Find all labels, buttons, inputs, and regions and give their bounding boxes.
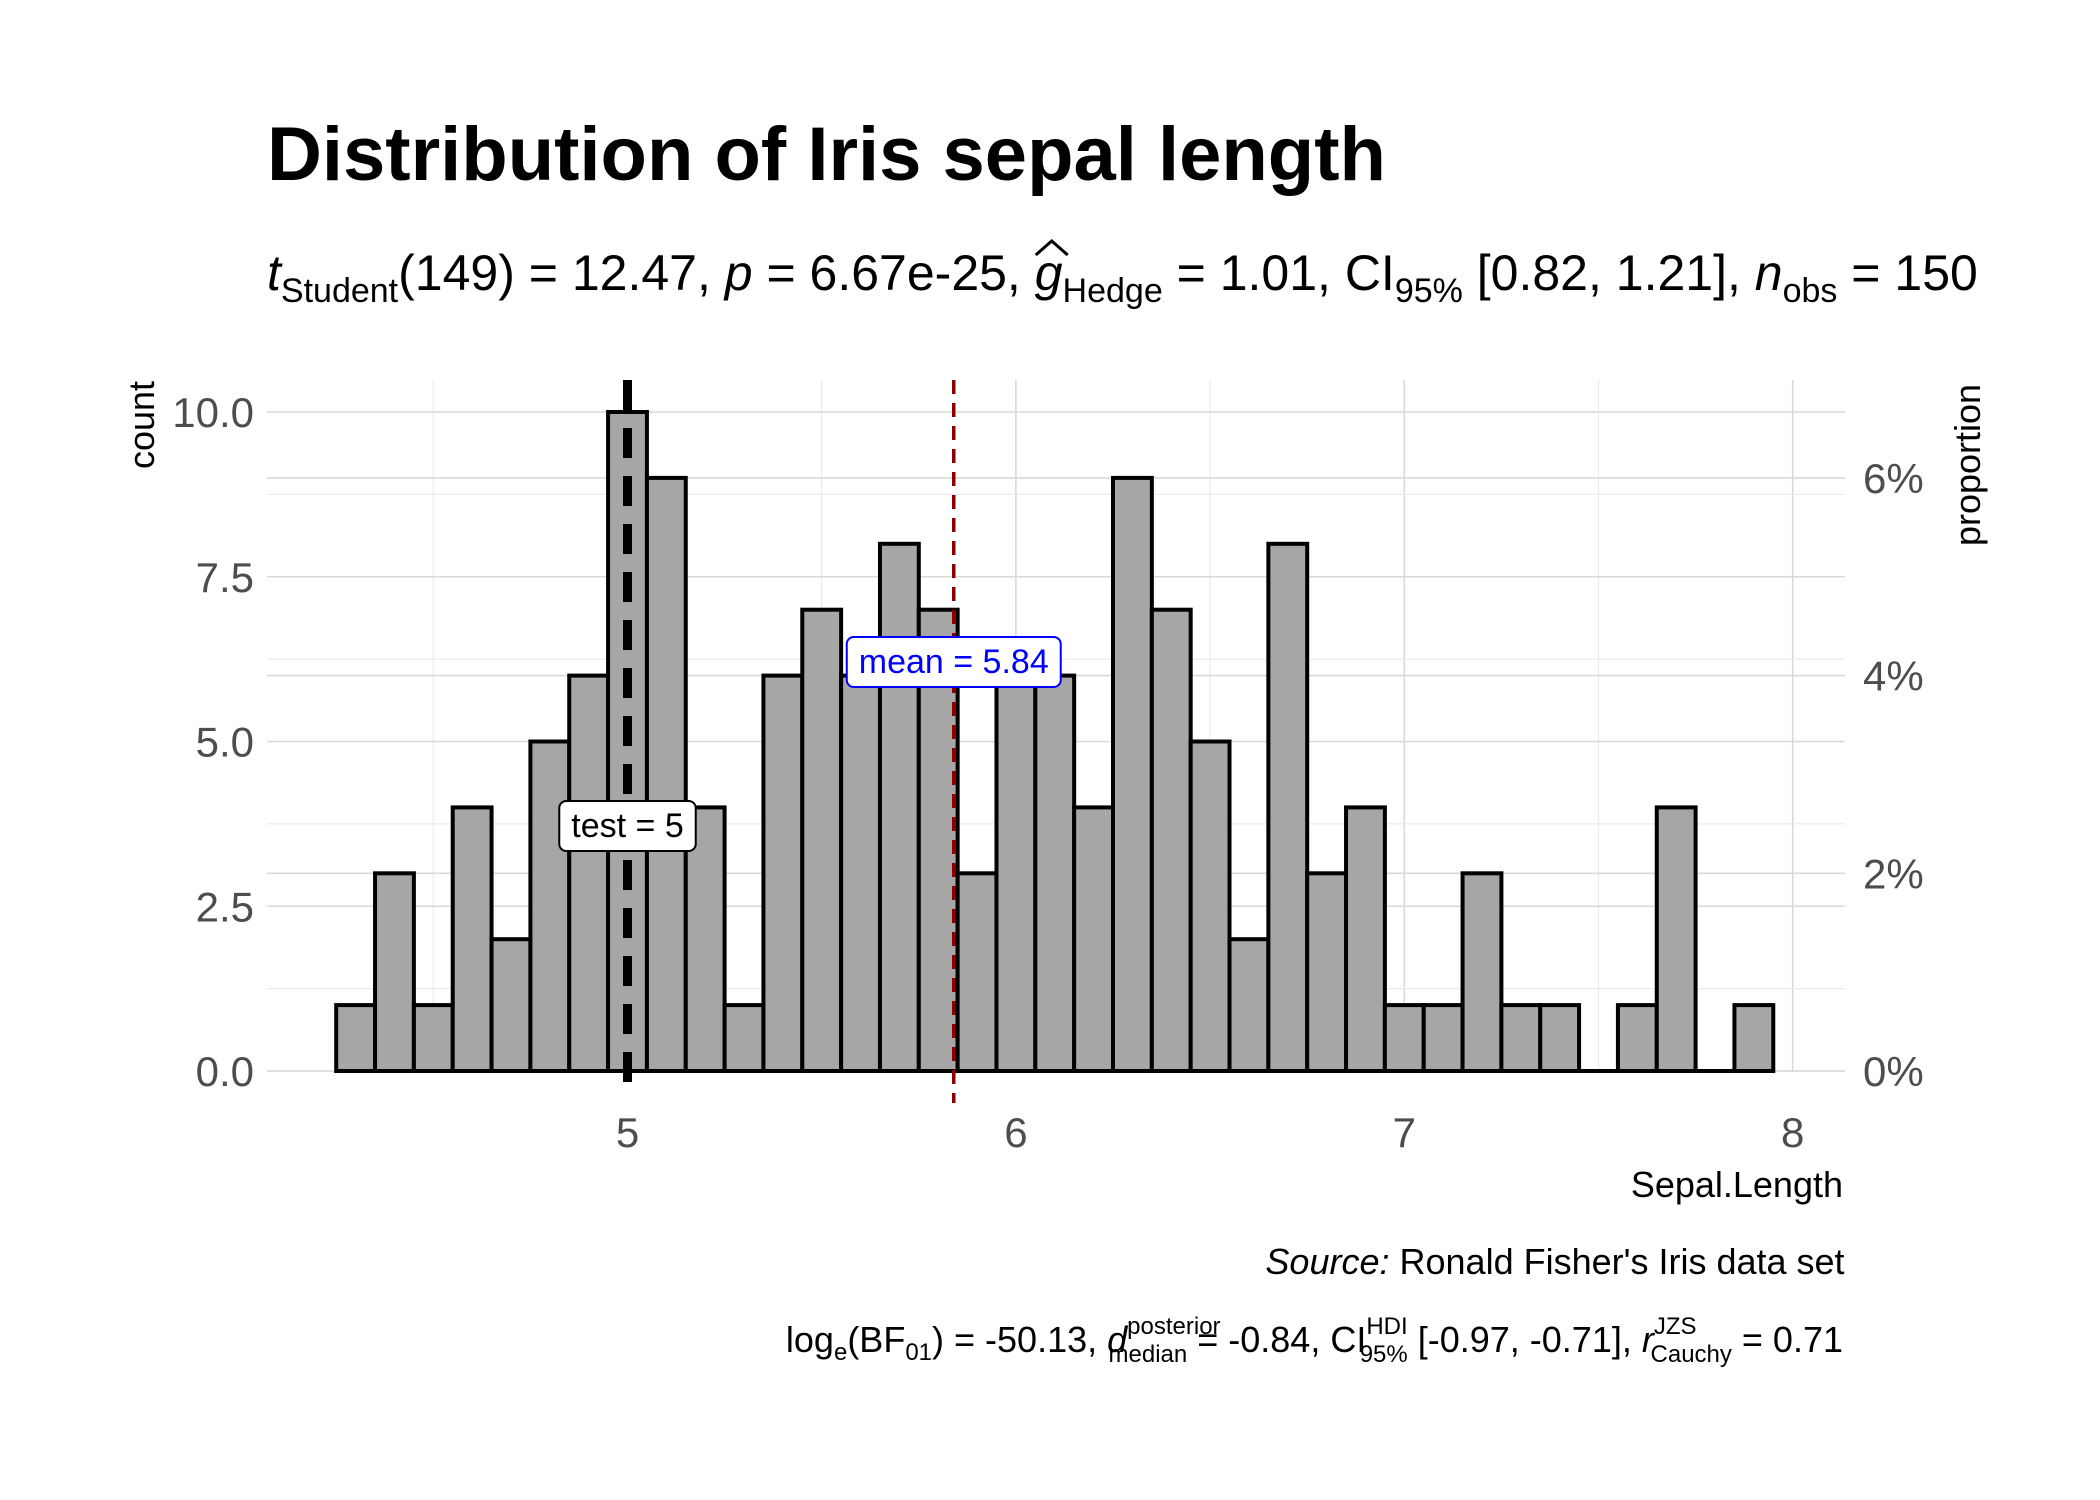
histogram-bar [877,541,921,1073]
y-right-axis-label: proportion [1947,384,1988,546]
y-tick-label: 0.0 [196,1048,254,1095]
x-tick-label: 6 [1004,1109,1027,1156]
histogram-bar [373,871,416,1073]
mean-label-text: mean = 5.84 [859,643,1049,681]
test-label-text: test = 5 [571,807,683,845]
histogram-bar [1305,871,1349,1073]
histogram-bar [411,1003,455,1073]
histogram-bar [1538,1003,1582,1073]
histogram-bar [1149,607,1193,1073]
histogram-bar [955,871,999,1073]
mean-label: mean = 5.84 [845,636,1062,688]
histogram-bar [1227,937,1271,1074]
histogram-bar [1344,805,1387,1074]
y-tick-label: 7.5 [196,554,254,601]
histogram-bar [450,805,494,1074]
histogram-bar [1615,1003,1659,1073]
histogram-bar [644,475,688,1073]
histogram-bars [334,410,1776,1074]
test-label: test = 5 [558,800,697,852]
y-tick-label: 5.0 [196,719,254,766]
y-right-tick-label: 0% [1863,1048,1924,1095]
histogram-bar [1266,541,1310,1073]
x-axis-label: Sepal.Length [1631,1164,1843,1205]
chart-subtitle: tStudent(149) = 12.47, p = 6.67e-25, gHe… [267,245,1978,310]
x-tick-label: 7 [1393,1109,1416,1156]
y-right-tick-label: 6% [1863,455,1924,502]
axis-ticks: 5 6 7 8 0.0 2.5 5.0 7.5 10.0 0% 2% 4% 6% [172,389,1923,1156]
histogram-bar [1421,1003,1465,1073]
histogram-bar [761,673,805,1073]
histogram-bar [1111,475,1154,1073]
caption-bayes: loge(BF01) = -50.13, dposterior median = … [786,1313,1843,1368]
histogram-bar [722,1003,766,1073]
y-right-tick-label: 2% [1863,850,1924,897]
y-tick-label: 10.0 [172,389,254,436]
mean-label-box [845,636,1062,688]
histogram-bar [1499,1003,1543,1073]
caption-source: Source: Ronald Fisher's Iris data set [1265,1241,1844,1282]
histogram-bar [567,673,611,1073]
histogram-bar [994,673,1038,1073]
histogram-bar [1382,1003,1426,1073]
y-right-tick-label: 4% [1863,653,1924,700]
histogram-bar [1188,739,1232,1073]
x-tick-label: 5 [616,1109,639,1156]
y-axis-label: count [121,381,162,469]
histogram-bar [528,739,572,1073]
histogram-bar [1072,805,1116,1074]
histogram-bar [839,673,882,1073]
histogram-bar [800,607,844,1073]
histogram-bar [489,937,533,1074]
g-hat-accent [1034,239,1069,257]
histogram-bar [1460,871,1504,1073]
histogram-bar [334,1003,378,1073]
x-tick-label: 8 [1781,1109,1804,1156]
histogram-bar [1033,673,1077,1073]
y-tick-label: 2.5 [196,883,254,930]
histogram-bar [1732,1003,1776,1073]
test-label-box [558,800,697,852]
histogram-bar [683,805,727,1074]
histogram-bar [1654,805,1698,1074]
chart-title: Distribution of Iris sepal length [267,112,1386,197]
reference-lines: test = 5 mean = 5.84 [558,380,1062,1103]
